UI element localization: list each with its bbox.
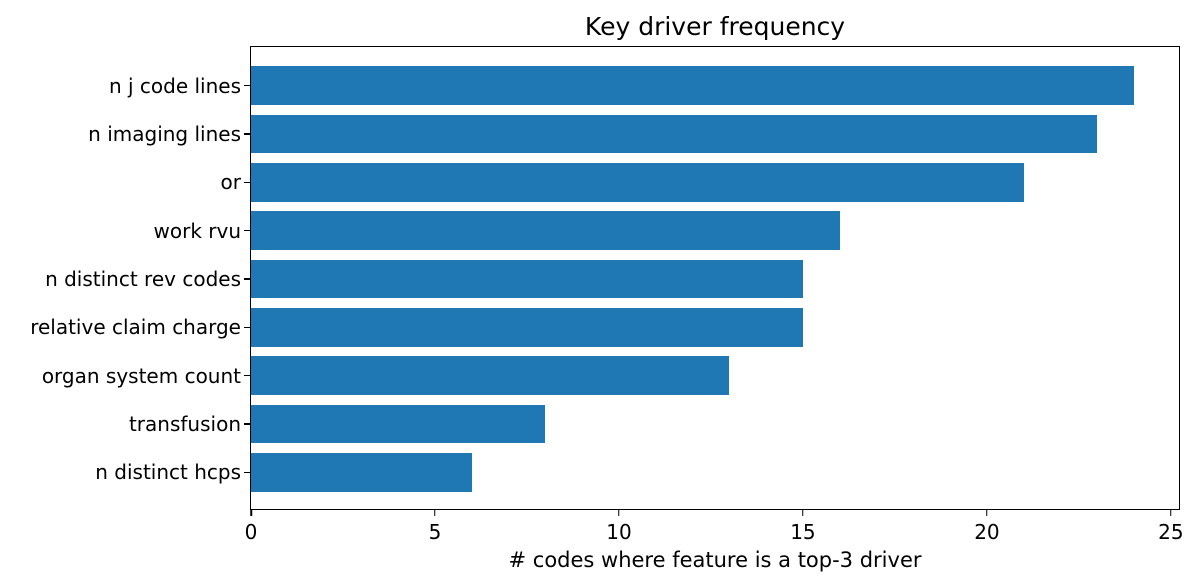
y-tick-mark [244,181,251,184]
chart-title: Key driver frequency [584,11,846,41]
y-tick-label: n distinct hcps [95,460,241,485]
x-tick-label: 10 [606,520,632,544]
x-tick-label: 15 [790,520,816,544]
y-tick-mark [244,278,251,280]
y-tick-mark [244,133,251,135]
y-tick-mark [244,326,251,329]
y-tick-label: organ system count [41,363,241,388]
x-tick-label: 0 [244,520,258,544]
x-tick-label: 5 [428,520,442,544]
y-tick-label: n imaging lines [88,122,241,146]
bar [251,66,1135,105]
x-tick-mark [618,509,620,516]
bar [251,211,840,250]
y-tick-label: transfusion [128,412,241,436]
x-tick-mark [434,509,436,516]
x-tick-mark [986,509,988,516]
y-tick-label: n distinct rev codes [45,267,241,291]
y-tick-label: or [220,170,241,195]
x-tick-mark [1170,509,1172,516]
bar [251,259,803,299]
x-tick-mark [250,509,252,516]
y-tick-mark [244,84,251,87]
bar [251,114,1098,154]
x-tick-label: 25 [1158,520,1184,544]
x-tick-label: 20 [974,520,1000,544]
y-tick-label: n j code lines [108,73,241,98]
x-axis-label: # codes where feature is a top-3 driver [508,548,922,572]
y-tick-label: relative claim charge [30,315,241,340]
bar [251,308,803,347]
y-tick-mark [244,374,251,377]
y-tick-mark [244,229,251,232]
y-tick-mark [244,423,251,425]
bar [251,453,472,492]
y-tick-mark [244,471,251,474]
bar [251,163,1024,202]
y-tick-label: work rvu [153,218,242,243]
bar [251,404,546,444]
x-tick-mark [802,509,804,516]
plot-area: Key driver frequency n j code lines n ima… [30,12,1183,572]
bar [251,356,730,395]
